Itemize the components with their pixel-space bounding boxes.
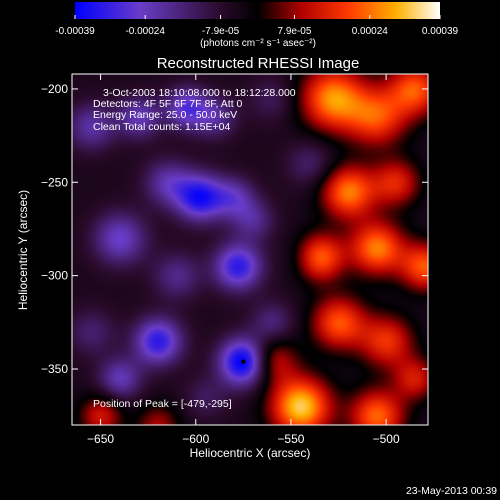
colorbar — [75, 2, 440, 19]
x-tick-label: −650 — [87, 432, 114, 446]
colorbar-tick-label: -7.9e-05 — [202, 26, 240, 37]
y-axis-ticks: −200 −250 −300 −350 — [41, 82, 428, 376]
colorbar-tick-label: -0.00039 — [55, 26, 95, 37]
x-tick-label: −600 — [182, 432, 209, 446]
annotation-peak-position: Position of Peak = [-479,-295] — [93, 398, 232, 410]
chart-title: Reconstructed RHESSI Image — [157, 55, 360, 72]
colorbar-tick-label: -0.00024 — [125, 26, 165, 37]
colorbar-ticks: -0.00039 -0.00024 -7.9e-05 7.9e-05 0.00024 0.… — [55, 15, 459, 37]
footer-date: 23-May-2013 00:39 — [406, 485, 497, 497]
y-tick-label: −250 — [41, 175, 68, 189]
x-axis-title: Heliocentric X (arcsec) — [190, 446, 311, 460]
annotation-clean-counts: Clean Total counts: 1.15E+04 — [93, 121, 230, 133]
plot-frame — [71, 73, 429, 426]
y-tick-label: −300 — [41, 269, 68, 283]
annotation-detectors: Detectors: 4F 5F 6F 7F 8F, Att 0 — [93, 98, 243, 110]
x-tick-label: −550 — [277, 432, 304, 446]
y-tick-label: −200 — [41, 82, 68, 96]
heatmap-image — [72, 74, 428, 425]
colorbar-tick-label: 0.00024 — [352, 26, 389, 37]
colorbar-tick-label: 7.9e-05 — [278, 26, 312, 37]
annotation-time-range: 3-Oct-2003 18:10:08.000 to 18:12:28.000 — [103, 87, 296, 99]
heatmap-container — [72, 74, 428, 425]
x-axis-ticks: −650 −600 −550 −500 — [87, 74, 400, 446]
y-tick-label: −350 — [41, 362, 68, 376]
y-axis-title: Heliocentric Y (arcsec) — [16, 190, 30, 310]
colorbar-tick-label: 0.00039 — [422, 26, 459, 37]
annotation-energy-range: Energy Range: 25.0 - 50.0 keV — [93, 109, 237, 121]
x-tick-label: −500 — [373, 432, 400, 446]
minimum-marker — [241, 359, 246, 364]
colorbar-unit-label: (photons cm⁻² s⁻¹ asec⁻²) — [200, 38, 316, 49]
